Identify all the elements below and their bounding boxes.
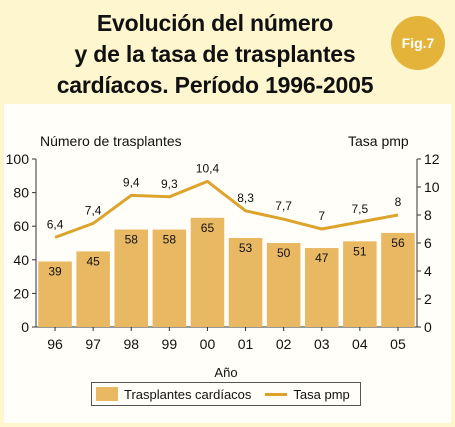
line-value-label: 8,3 bbox=[237, 191, 254, 205]
left-tick-label: 80 bbox=[13, 185, 29, 201]
x-tick-label: 01 bbox=[238, 336, 254, 352]
x-tick-label: 96 bbox=[47, 336, 63, 352]
bar bbox=[38, 261, 72, 327]
line-value-label: 6,4 bbox=[47, 217, 64, 231]
bar bbox=[190, 217, 225, 327]
right-tick-label: 6 bbox=[424, 235, 432, 251]
rate-line bbox=[54, 179, 399, 239]
bar bbox=[304, 248, 339, 327]
legend-line-label: Tasa pmp bbox=[293, 386, 350, 402]
x-tick-label: 99 bbox=[162, 336, 178, 352]
line-value-label: 8 bbox=[395, 195, 402, 209]
x-axis-label: Año bbox=[214, 365, 237, 380]
legend-line-swatch bbox=[265, 392, 288, 396]
left-tick-label: 60 bbox=[13, 218, 29, 234]
line-value-label: 7,4 bbox=[85, 203, 102, 217]
bar-value-label: 47 bbox=[315, 251, 329, 265]
line-value-label: 10,4 bbox=[196, 161, 220, 175]
title-line-3: cardíacos. Período 1996-2005 bbox=[56, 72, 374, 98]
right-tick-label: 10 bbox=[424, 179, 440, 195]
x-tick-label: 02 bbox=[276, 336, 292, 352]
line-value-label: 9,4 bbox=[123, 175, 140, 189]
bar-value-label: 50 bbox=[277, 246, 291, 260]
x-tick-label: 03 bbox=[314, 336, 330, 352]
bar-value-label: 58 bbox=[125, 233, 139, 247]
line-value-label: 7,7 bbox=[275, 199, 292, 213]
left-axis-label: Número de trasplantes bbox=[40, 133, 182, 149]
bar-value-label: 56 bbox=[391, 236, 405, 250]
title-line-1: Evolución del número bbox=[96, 10, 334, 36]
right-axis-label: Tasa pmp bbox=[348, 133, 409, 149]
legend-bar-swatch bbox=[96, 387, 118, 401]
left-tick-label: 40 bbox=[13, 252, 29, 268]
bar-value-label: 53 bbox=[239, 241, 253, 255]
bar bbox=[76, 251, 110, 327]
bar bbox=[343, 241, 377, 327]
title-line-2: y de la tasa de trasplantes bbox=[74, 41, 356, 67]
legend: Trasplantes cardíacos Tasa pmp bbox=[91, 382, 361, 406]
chart-title: Evolución del número y de la tasa de tra… bbox=[20, 8, 410, 101]
left-tick-label: 100 bbox=[6, 151, 30, 167]
x-tick-label: 00 bbox=[200, 336, 216, 352]
right-tick-label: 0 bbox=[424, 319, 432, 335]
x-tick-label: 05 bbox=[390, 336, 406, 352]
bar-value-label: 58 bbox=[163, 233, 177, 247]
bar-value-label: 65 bbox=[201, 221, 215, 235]
bar bbox=[381, 232, 415, 327]
line-value-label: 9,3 bbox=[161, 177, 178, 191]
bar bbox=[228, 237, 263, 327]
bar-value-label: 51 bbox=[353, 244, 367, 258]
bar-value-label: 39 bbox=[48, 264, 62, 278]
left-tick-label: 20 bbox=[13, 285, 29, 301]
bar bbox=[114, 229, 149, 327]
line-value-label: 7 bbox=[318, 209, 325, 223]
header: Evolución del número y de la tasa de tra… bbox=[0, 0, 455, 104]
legend-bar-label: Trasplantes cardíacos bbox=[124, 386, 252, 402]
right-tick-label: 8 bbox=[424, 207, 432, 223]
bar bbox=[152, 229, 187, 327]
bar-value-label: 45 bbox=[86, 254, 100, 268]
x-tick-label: 04 bbox=[352, 336, 368, 352]
figure-badge: Fig.7 bbox=[391, 16, 445, 70]
x-tick-label: 97 bbox=[85, 336, 101, 352]
right-tick-label: 4 bbox=[424, 263, 432, 279]
x-tick-label: 98 bbox=[123, 336, 139, 352]
bar bbox=[266, 243, 301, 327]
right-tick-label: 12 bbox=[424, 151, 440, 167]
right-tick-label: 2 bbox=[424, 291, 432, 307]
left-tick-label: 0 bbox=[21, 319, 29, 335]
line-value-label: 7,5 bbox=[352, 202, 369, 216]
